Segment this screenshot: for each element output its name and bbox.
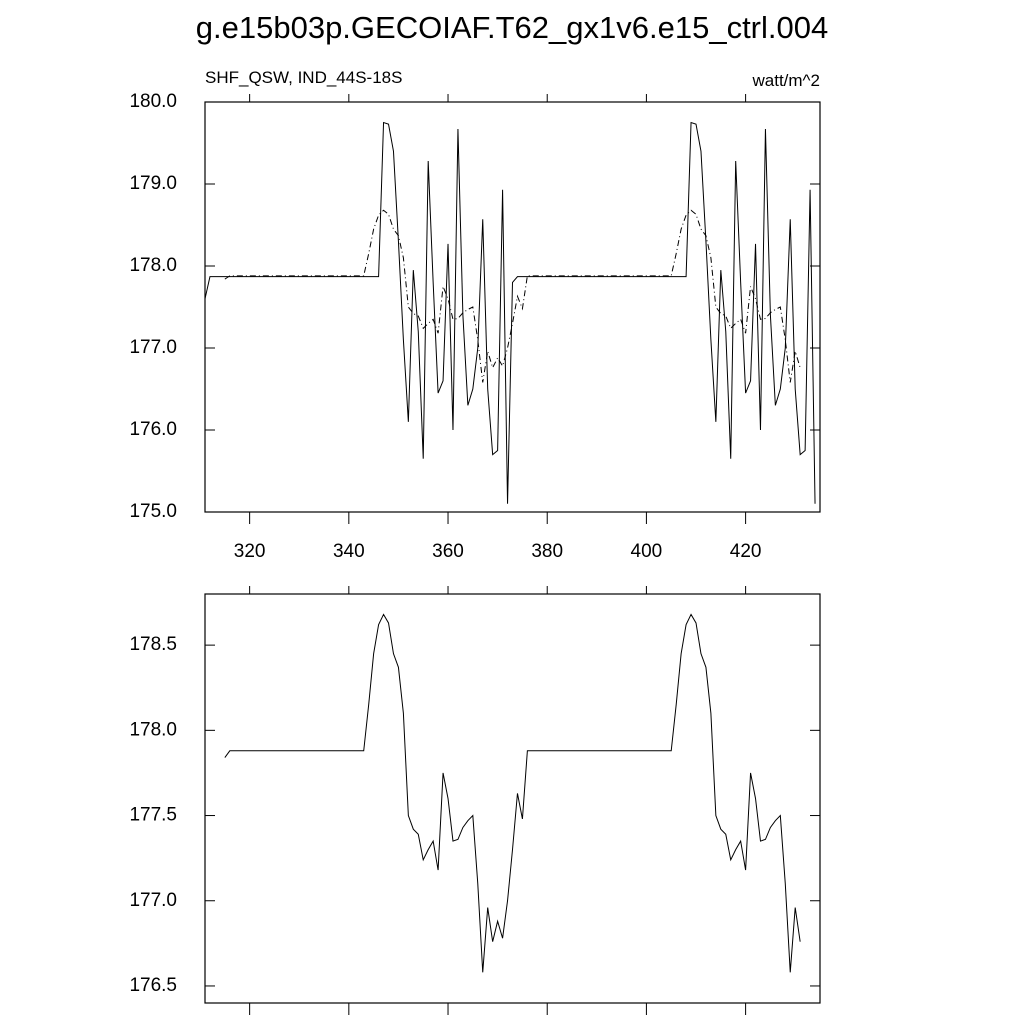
data-line [204,121,816,504]
x-tick-label: 340 [333,541,365,562]
y-tick-label: 177.5 [129,805,177,826]
x-tick-label: 420 [730,541,762,562]
y-tick-label: 180.0 [129,91,177,112]
data-line [224,209,801,383]
chart-title: g.e15b03p.GECOIAF.T62_gx1v6.e15_ctrl.004 [196,10,828,45]
y-tick-label: 178.0 [129,255,177,276]
units: watt/m^2 [752,71,821,90]
y-tick-label: 177.0 [129,337,177,358]
data-line [224,613,801,973]
y-tick-label: 177.0 [129,890,177,911]
subtitle: SHF_QSW, IND_44S-18S [205,68,402,87]
y-tick-label: 179.0 [129,173,177,194]
x-tick-label: 320 [234,541,266,562]
y-tick-label: 175.0 [129,501,177,522]
y-tick-label: 178.0 [129,719,177,740]
y-tick-label: 178.5 [129,634,177,655]
plot-frame [204,593,821,1004]
x-tick-label: 380 [531,541,563,562]
x-tick-label: 400 [631,541,663,562]
x-tick-label: 360 [432,541,464,562]
y-tick-label: 176.5 [129,975,177,996]
plot-frame [204,101,821,513]
y-tick-label: 176.0 [129,419,177,440]
